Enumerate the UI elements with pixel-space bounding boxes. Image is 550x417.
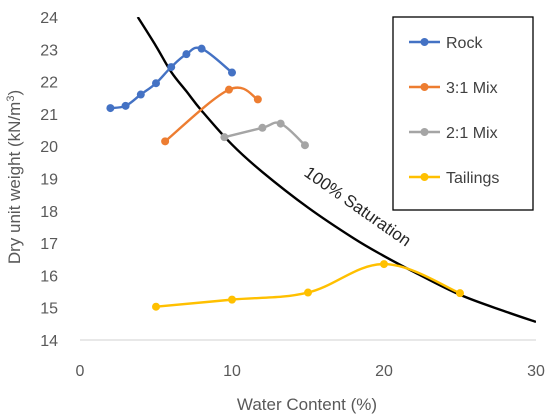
data-point-tailings: [456, 289, 464, 298]
y-axis-title-main: Dry unit weight (kN/m: [5, 102, 24, 264]
y-axis-title: Dry unit weight (kN/m3): [5, 90, 24, 264]
legend: Rock 3:1 Mix 2:1 Mix Tailings: [392, 16, 534, 211]
data-point-2-1-mix: [220, 133, 229, 142]
y-axis-title-tail: ): [5, 90, 24, 96]
legend-marker-2-1-mix: [420, 128, 429, 136]
y-tick-label: 15: [40, 301, 58, 318]
data-point-rock: [152, 79, 160, 88]
series-line-tailings: [155, 262, 461, 308]
data-point-3-1-mix: [253, 95, 262, 104]
data-point-3-1-mix: [224, 85, 233, 94]
data-point-rock: [106, 104, 115, 113]
y-tick-label: 19: [40, 172, 58, 189]
x-tick-label: 0: [76, 363, 85, 380]
data-point-rock: [136, 90, 145, 99]
legend-marker-3-1-mix: [420, 83, 429, 91]
y-axis-title-sup: 3: [5, 96, 17, 102]
plot-area: [80, 17, 536, 341]
series-rock: [106, 44, 236, 113]
legend-label-2-1-mix: 2:1 Mix: [446, 125, 498, 142]
y-tick-label: 14: [40, 333, 58, 350]
y-tick-label: 23: [40, 42, 58, 59]
data-point-tailings: [380, 260, 388, 269]
y-tick-label: 24: [40, 10, 58, 27]
data-point-rock: [182, 50, 191, 59]
legend-label-rock: Rock: [446, 35, 483, 52]
y-tick-label: 21: [40, 107, 58, 124]
data-point-2-1-mix: [276, 119, 285, 128]
data-point-rock: [228, 68, 236, 77]
y-tick-label: 22: [40, 75, 58, 92]
data-point-2-1-mix: [300, 141, 309, 150]
y-tick-label: 20: [40, 139, 58, 156]
data-point-3-1-mix: [161, 137, 170, 146]
x-axis-ticks: 0 10 20 30: [76, 363, 545, 380]
y-tick-label: 17: [40, 236, 58, 253]
y-tick-label: 16: [40, 268, 58, 285]
data-point-tailings: [152, 302, 160, 311]
x-tick-label: 10: [223, 363, 241, 380]
data-point-rock: [121, 101, 130, 110]
data-point-tailings: [304, 288, 312, 297]
saturation-curve: [136, 17, 536, 324]
y-tick-label: 18: [40, 204, 58, 221]
series-tailings: [152, 260, 464, 311]
legend-entries: Rock 3:1 Mix 2:1 Mix Tailings: [409, 35, 499, 187]
series-3-1-mix: [161, 85, 262, 146]
legend-marker-tailings: [420, 173, 429, 181]
legend-label-tailings: Tailings: [446, 170, 499, 187]
x-tick-label: 20: [375, 363, 393, 380]
legend-label-3-1-mix: 3:1 Mix: [446, 80, 498, 97]
data-point-rock: [167, 63, 176, 72]
legend-marker-rock: [420, 38, 429, 46]
data-point-2-1-mix: [258, 123, 267, 132]
x-tick-label: 30: [527, 363, 545, 380]
x-axis-title: Water Content (%): [237, 395, 377, 414]
series-2-1-mix: [220, 119, 309, 150]
data-point-tailings: [228, 295, 236, 304]
data-point-rock: [197, 44, 206, 53]
y-axis-ticks: 14 15 16 17 18 19 20 21 22 23 24: [40, 10, 58, 350]
series-line-2-1-mix: [224, 121, 306, 147]
